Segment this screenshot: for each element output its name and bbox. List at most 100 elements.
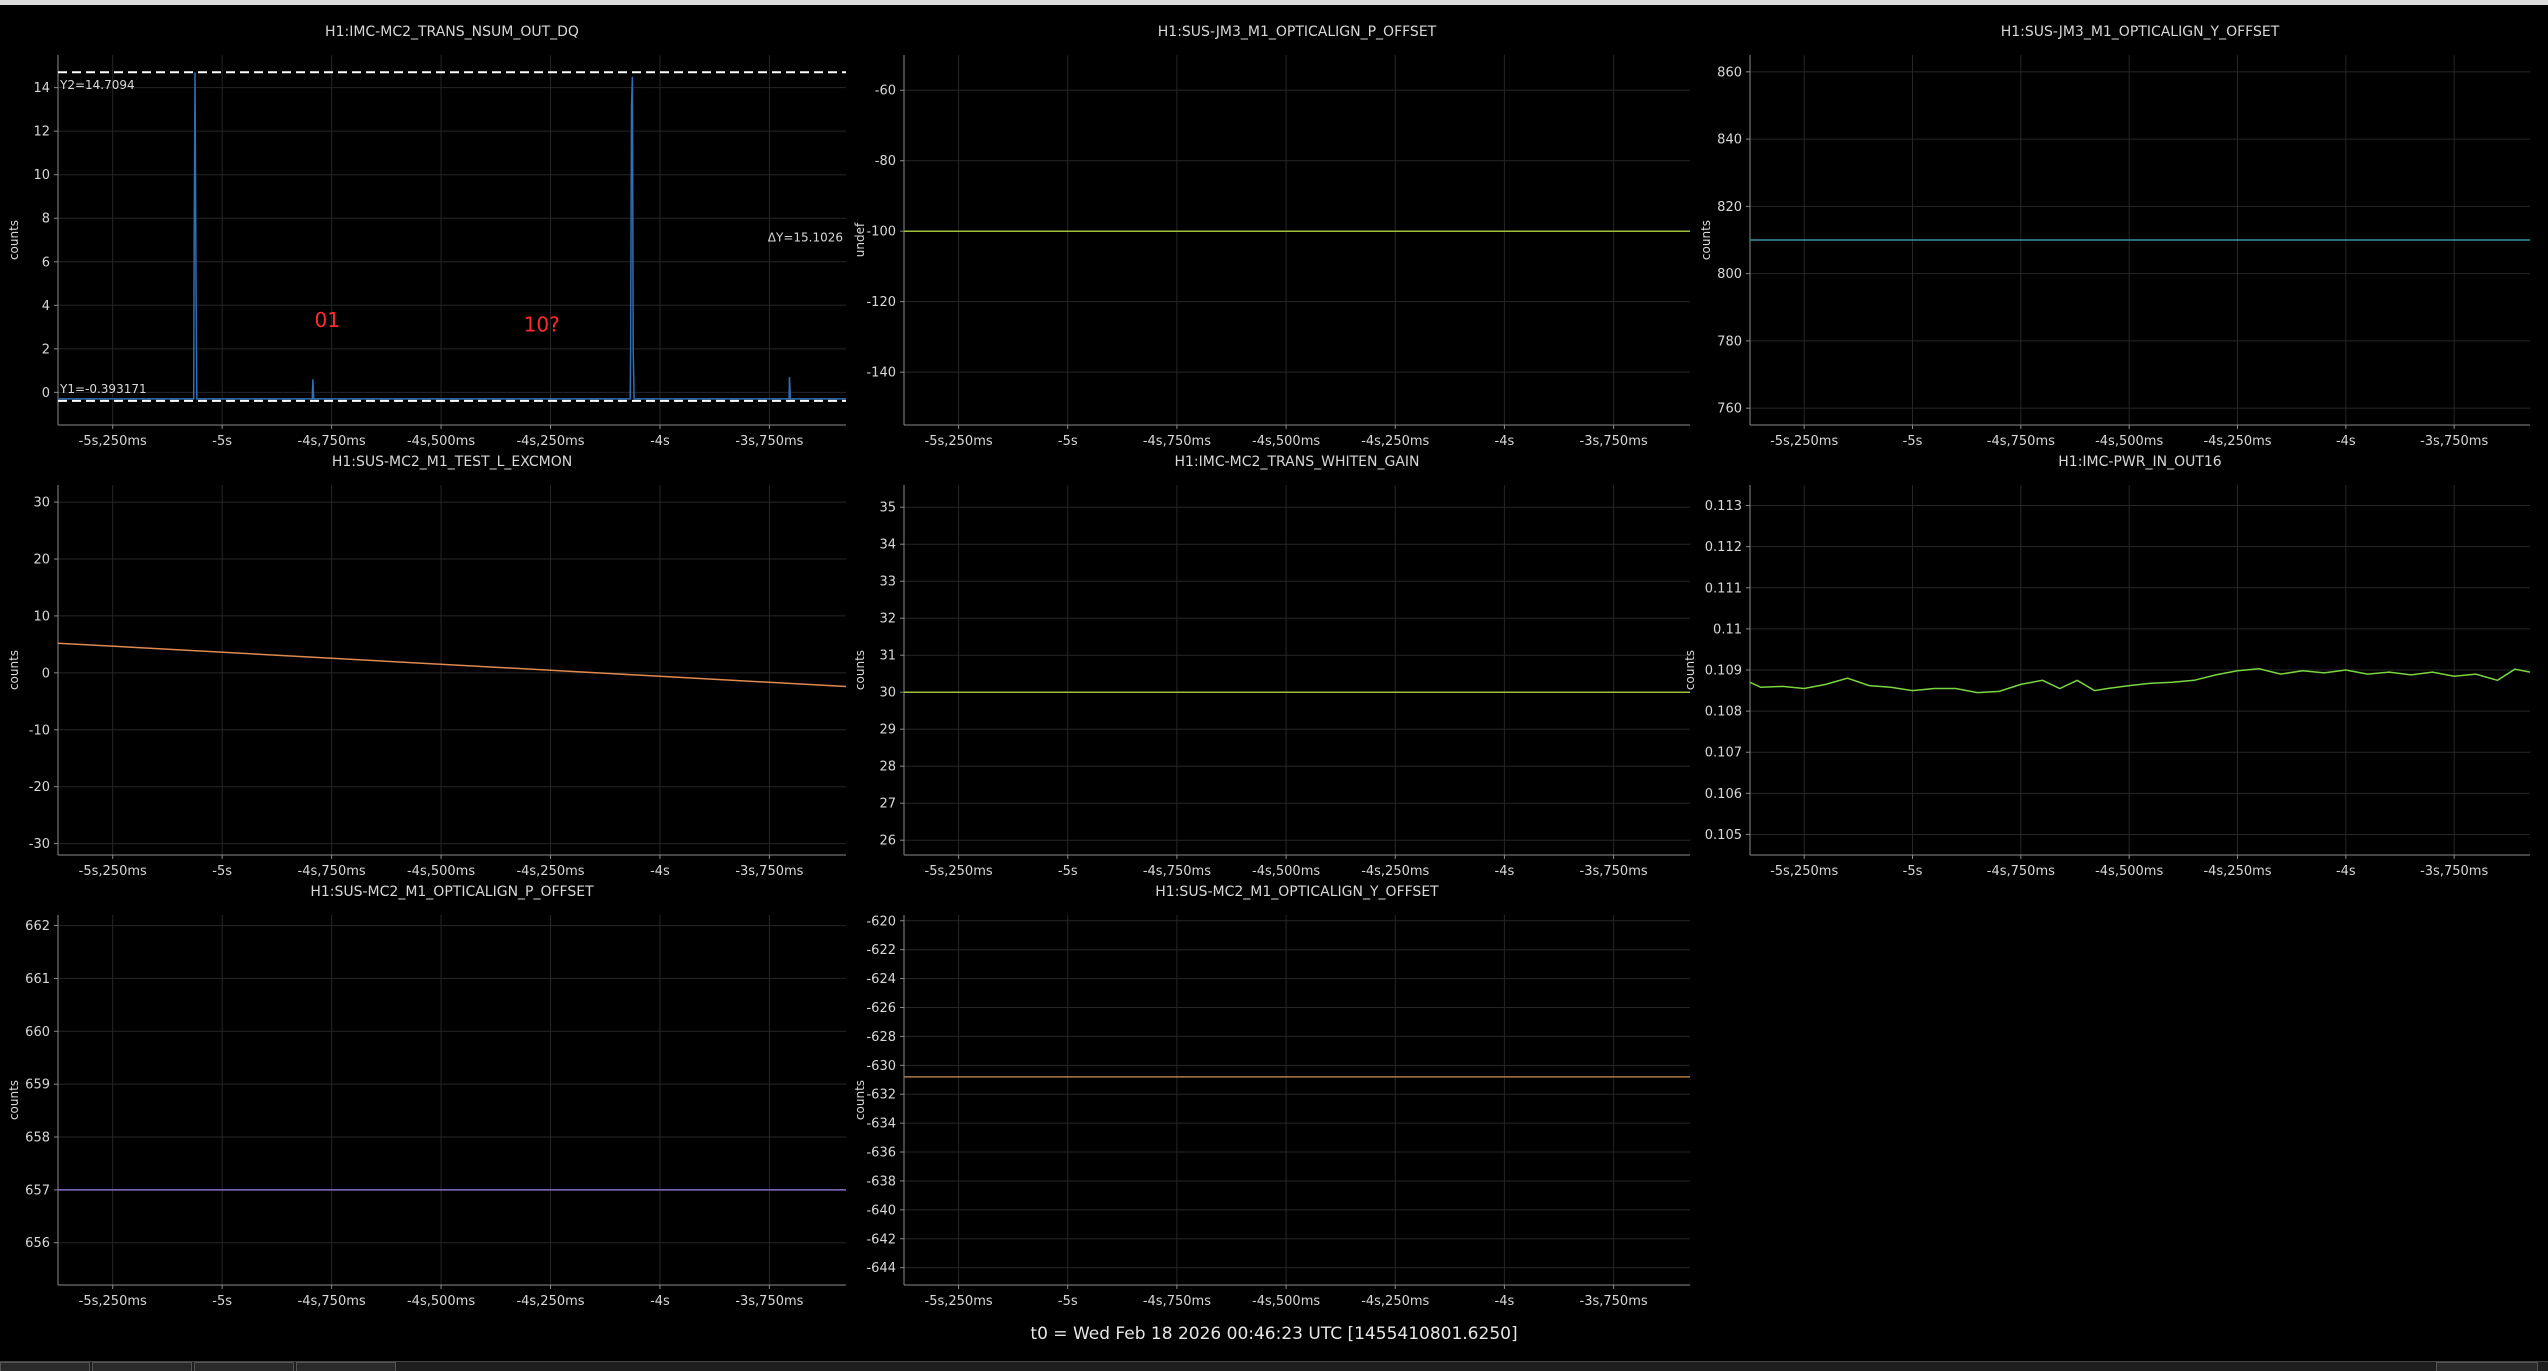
cursor-y2-label: Y2=14.7094 [59,78,135,92]
y-tick-label: 34 [879,538,896,553]
y-tick-label: -30 [29,837,50,852]
x-tick-label: -4s,500ms [407,1294,475,1309]
x-tick-label: -3s,750ms [1580,434,1648,449]
y-tick-label: -140 [866,366,896,381]
x-tick-label: -4s,250ms [516,864,584,879]
y-tick-label: -100 [866,225,896,240]
y-tick-label: 4 [42,299,50,314]
y-tick-label: 0.105 [1705,828,1742,843]
x-tick-label: -4s [650,864,670,879]
x-tick-label: -5s [1058,434,1078,449]
chart-title: H1:SUS-JM3_M1_OPTICALIGN_P_OFFSET [1158,24,1437,40]
chart-panel-5: H1:IMC-MC2_TRANS_WHITEN_GAIN -5s,250ms -5s… [853,454,1690,879]
x-tick-label: -3s,750ms [735,864,803,879]
x-tick-label: -4s,500ms [1252,1294,1320,1309]
chart-panel-2: H1:SUS-JM3_M1_OPTICALIGN_P_OFFSET -5s,250… [853,24,1690,449]
y-tick-label: 14 [33,81,50,96]
series-line-1 [58,642,846,688]
y-tick-label: 660 [25,1025,50,1040]
bottom-tab-1[interactable] [0,1362,90,1371]
y-axis-label: counts [853,1080,867,1120]
chart-title: H1:IMC-MC2_TRANS_NSUM_OUT_DQ [325,24,579,40]
x-tick-label: -4s,500ms [1252,864,1320,879]
y-tick-label: 32 [879,612,896,627]
y-tick-label: 0.113 [1705,499,1742,514]
y-tick-label: 20 [33,553,50,568]
y-tick-label: -120 [866,295,896,310]
y-tick-label: 760 [1717,402,1742,417]
x-tick-label: -5s [1058,1294,1078,1309]
x-tick-label: -4s,750ms [1143,864,1211,879]
y-tick-label: 800 [1717,267,1742,282]
x-tick-label: -5s [212,1294,232,1309]
chart-title: H1:SUS-MC2_M1_OPTICALIGN_Y_OFFSET [1155,884,1439,900]
y-tick-label: -642 [866,1232,896,1247]
x-tick-label: -4s [2336,864,2356,879]
y-tick-label: 10 [33,609,50,624]
chart-panel-1: H1:IMC-MC2_TRANS_NSUM_OUT_DQ -5s,250ms -5s… [7,24,846,449]
y-tick-label: -622 [866,943,896,958]
x-tick-label: -4s,500ms [2095,434,2163,449]
y-tick-label: 30 [879,686,896,701]
y-tick-label: -626 [866,1001,896,1016]
y-tick-label: 31 [879,649,896,664]
y-tick-label: 30 [33,496,50,511]
x-tick-label: -5s,250ms [1770,434,1838,449]
y-tick-label: -632 [866,1088,896,1103]
bottom-tab-3[interactable] [194,1362,294,1371]
bottom-tab-right[interactable] [2436,1362,2538,1371]
y-tick-label: -80 [875,154,896,169]
x-tick-label: -4s,250ms [1361,1294,1429,1309]
x-tick-label: -4s [1495,1294,1515,1309]
x-tick-label: -5s [1903,434,1923,449]
y-tick-label: 0.106 [1705,787,1742,802]
t0-footer: t0 = Wed Feb 18 2026 00:46:23 UTC [14554… [1030,1324,1518,1344]
y-tick-label: 0.111 [1705,581,1742,596]
chart-title: H1:SUS-JM3_M1_OPTICALIGN_Y_OFFSET [2001,24,2280,40]
x-tick-label: -3s,750ms [735,434,803,449]
x-tick-label: -5s,250ms [79,864,147,879]
y-tick-label: -60 [875,84,896,99]
cursor-delta-label: ΔY=15.1026 [768,231,843,245]
x-tick-label: -4s,750ms [298,1294,366,1309]
x-tick-label: -5s,250ms [1770,864,1838,879]
x-tick-label: -5s,250ms [79,1294,147,1309]
y-tick-label: 780 [1717,334,1742,349]
y-axis-label: counts [7,1080,21,1120]
y-tick-label: 656 [25,1236,50,1251]
x-tick-label: -5s,250ms [79,434,147,449]
x-tick-label: -4s,750ms [1143,1294,1211,1309]
y-tick-label: 820 [1717,200,1742,215]
y-tick-label: -644 [866,1261,896,1276]
y-tick-label: -630 [866,1059,896,1074]
chart-title: H1:IMC-MC2_TRANS_WHITEN_GAIN [1175,454,1420,470]
y-tick-label: -640 [866,1203,896,1218]
y-tick-label: -628 [866,1030,896,1045]
y-tick-label: 27 [879,797,896,812]
x-tick-label: -4s [1495,434,1515,449]
x-tick-label: -4s [2336,434,2356,449]
y-tick-label: 35 [879,501,896,516]
x-tick-label: -3s,750ms [1580,864,1648,879]
x-tick-label: -5s,250ms [925,1294,993,1309]
y-tick-label: -10 [29,723,50,738]
y-tick-label: 659 [25,1078,50,1093]
x-tick-label: -5s,250ms [925,434,993,449]
bottom-tab-2[interactable] [92,1362,192,1371]
annotation-label: 01 [315,308,340,332]
y-tick-label: -638 [866,1174,896,1189]
chart-panel-8: H1:SUS-MC2_M1_OPTICALIGN_Y_OFFSET -5s,250… [853,884,1690,1309]
chart-panel-6: H1:IMC-PWR_IN_OUT16 -5s,250ms -5s -4s,750ms… [1683,454,2530,879]
y-axis-label: undef [853,222,867,257]
y-tick-label: 840 [1717,133,1742,148]
y-tick-label: 0.112 [1705,540,1742,555]
bottom-tab-4[interactable] [296,1362,396,1371]
y-tick-label: 0.107 [1705,746,1742,761]
x-tick-label: -4s,500ms [407,434,475,449]
x-tick-label: -4s [650,1294,670,1309]
cursor-y1-label: Y1=-0.393171 [59,382,147,396]
x-tick-label: -4s,750ms [298,434,366,449]
chart-panel-7: H1:SUS-MC2_M1_OPTICALIGN_P_OFFSET -5s,250… [7,884,846,1309]
x-tick-label: -5s [1903,864,1923,879]
